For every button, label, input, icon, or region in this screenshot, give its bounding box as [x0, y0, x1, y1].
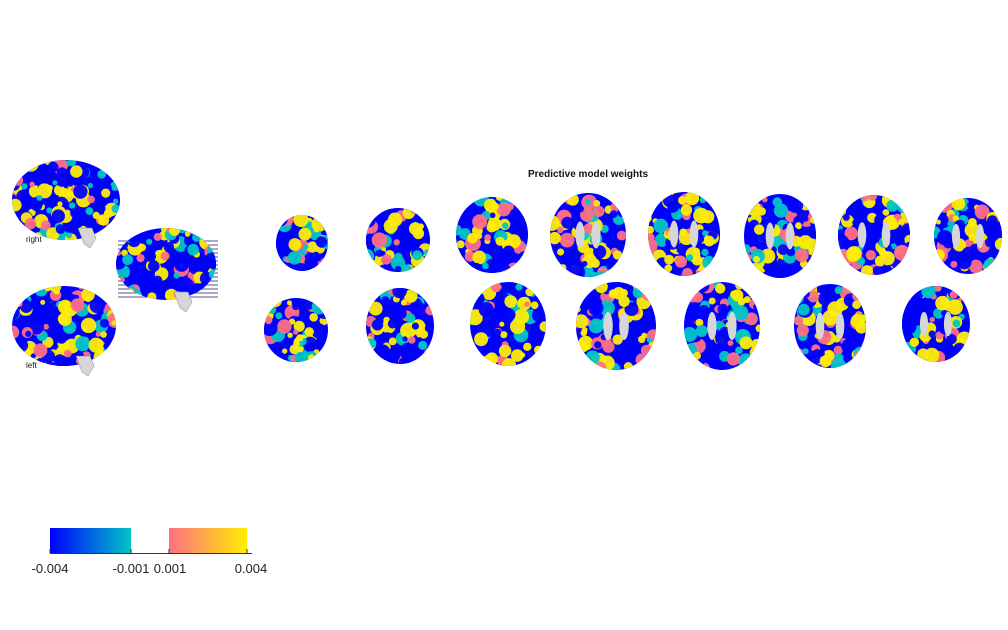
axial-slice [264, 298, 328, 362]
axial-slice [576, 282, 656, 370]
axial-slice [684, 282, 760, 370]
brainstem-shape [173, 291, 193, 313]
figure-title: Predictive model weights [528, 169, 648, 180]
axial-slice [744, 194, 816, 278]
axial-slice [470, 282, 546, 366]
brainstem-shape [77, 227, 97, 249]
colorbar-tick-label: 0.001 [154, 561, 187, 576]
axial-slice [934, 198, 1002, 274]
axial-slice [794, 284, 866, 368]
colorbar: -0.004 -0.001 0.001 0.004 [32, 528, 268, 576]
right-view-label: right [26, 235, 42, 244]
brainstem-shape [75, 355, 95, 377]
axial-slices [264, 192, 1002, 370]
axial-slice [838, 195, 910, 275]
sagittal-left-view [12, 286, 116, 366]
left-view-label: left [26, 361, 37, 370]
axial-slice [276, 215, 328, 271]
colorbar-negative-segment [50, 528, 131, 553]
axial-slice [366, 208, 430, 272]
axial-slice [648, 192, 720, 276]
colorbar-tick-label: -0.001 [113, 561, 150, 576]
colorbar-positive-segment [169, 528, 247, 553]
axial-slice [902, 286, 970, 362]
axial-slice [366, 288, 434, 364]
sagittal-right-view [12, 160, 120, 240]
sagittal-slice-locator [116, 228, 218, 313]
axial-slice [456, 197, 528, 273]
colorbar-tick-label: 0.004 [235, 561, 268, 576]
sagittal-views [12, 160, 218, 377]
colorbar-tick-label: -0.004 [32, 561, 69, 576]
axial-slice [550, 193, 626, 277]
sagittal-midline-view [116, 228, 216, 300]
